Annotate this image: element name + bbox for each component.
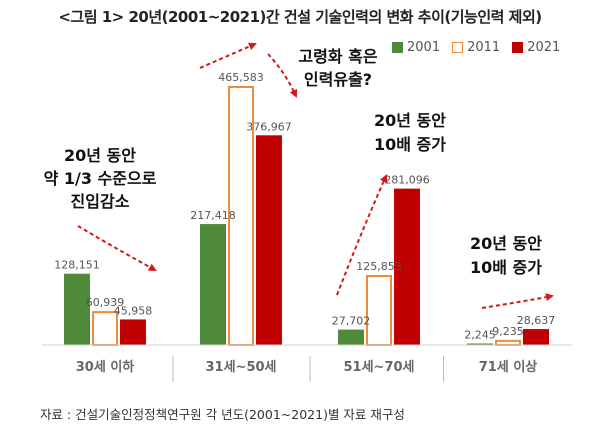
legend-label-2021: 2021 (527, 40, 561, 55)
value-label-2011-1: 465,583 (218, 71, 264, 84)
bar-2021-3 (523, 329, 549, 345)
arrow-youth (77, 225, 157, 271)
annotation-mid-line-1: 20년 동안 (374, 111, 446, 130)
chart-title: <그림 1> 20년(2001~2021)간 건설 기술인력의 변화 추이(기능… (58, 8, 542, 26)
bar-2001-2 (338, 329, 364, 345)
bar-2021-2 (394, 188, 420, 345)
value-label-2021-0: 45,958 (114, 304, 153, 317)
annotation-arrows (77, 42, 554, 309)
annotation-aging-line-1: 고령화 혹은 (298, 47, 377, 66)
value-label-2001-1: 217,418 (190, 209, 236, 222)
category-label-2: 51세~70세 (344, 360, 415, 375)
legend-swatch-2021 (512, 42, 524, 53)
annotation-youth-line-1: 20년 동안 (64, 146, 136, 165)
bar-2001-3 (467, 343, 493, 345)
legend-swatch-2011 (452, 42, 464, 53)
annotation-aging-line-2: 인력유출? (304, 70, 372, 89)
annotation-aging: 고령화 혹은 인력유출? (298, 47, 377, 89)
bars-group (64, 86, 549, 347)
annotation-youth-line-3: 진입감소 (71, 192, 130, 211)
bar-2001-0 (64, 273, 90, 345)
bar-2021-1 (256, 135, 282, 345)
source-note: 자료 : 건설기술인정정책연구원 각 년도(2001~2021)별 자료 재구성 (40, 407, 405, 422)
annotation-youth: 20년 동안 약 1/3 수준으로 진입감소 (44, 146, 157, 211)
bar-2011-3 (495, 339, 521, 346)
annotation-old: 20년 동안 10배 증가 (470, 234, 542, 277)
legend-item-2021: 2021 (512, 40, 560, 55)
chart-legend: 2001 2011 2021 (392, 40, 560, 55)
annotation-old-line-1: 20년 동안 (470, 234, 542, 253)
annotation-mid: 20년 동안 10배 증가 (374, 111, 446, 154)
value-label-2021-2: 281,096 (384, 174, 430, 187)
bar-2011-1 (228, 86, 254, 346)
legend-swatch-2001 (392, 42, 403, 53)
annotation-old-line-2: 10배 증가 (470, 258, 542, 277)
category-label-0: 30세 이하 (76, 359, 135, 375)
value-label-2011-2: 125,853 (356, 260, 402, 273)
category-labels-group: 30세 이하 31세~50세 51세~70세 71세 이상 (76, 359, 538, 375)
legend-item-2001: 2001 (392, 40, 440, 55)
annotation-youth-line-2: 약 1/3 수준으로 (44, 169, 157, 188)
legend-label-2001: 2001 (407, 40, 441, 55)
bar-2021-0 (120, 319, 146, 345)
value-label-2001-2: 27,702 (332, 315, 371, 328)
annotation-mid-line-2: 10배 증가 (374, 135, 446, 154)
value-label-2021-1: 376,967 (246, 120, 292, 133)
bar-2001-1 (200, 224, 226, 345)
arrow-aging-up (199, 42, 257, 69)
category-label-1: 31세~50세 (206, 360, 277, 375)
bar-2011-2 (366, 274, 392, 347)
arrow-old (481, 293, 554, 309)
category-separators (42, 344, 572, 382)
value-label-2011-0: 60,939 (86, 296, 125, 309)
arrow-mid (336, 174, 388, 296)
legend-label-2011: 2011 (467, 40, 501, 55)
value-label-2011-3: 9,235 (492, 325, 524, 338)
arrow-aging-down (267, 53, 298, 98)
value-label-2021-3: 28,637 (517, 314, 556, 327)
value-label-2001-0: 128,151 (54, 259, 100, 272)
category-label-3: 71세 이상 (479, 359, 538, 375)
legend-item-2011: 2011 (452, 40, 500, 55)
value-label-2001-3: 2,245 (464, 329, 496, 342)
